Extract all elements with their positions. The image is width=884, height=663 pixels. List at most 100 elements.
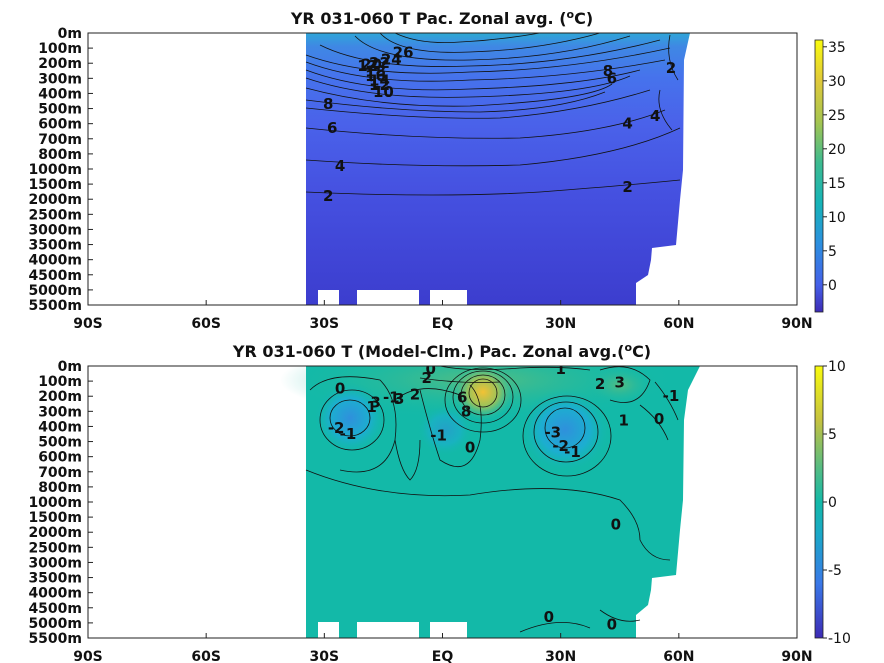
y-tick-label: 800m — [38, 480, 82, 496]
y-tick-label: 200m — [38, 56, 82, 72]
x-tick-label: EQ — [432, 649, 454, 663]
contour-label: 0 — [544, 608, 554, 626]
contour-label: 10 — [373, 83, 394, 101]
x-tick-label: 30S — [310, 316, 340, 332]
contour-label: 6 — [607, 69, 617, 87]
contour-label: -1 — [430, 427, 447, 445]
y-tick-label: 400m — [38, 419, 82, 435]
contour-label: 6 — [457, 389, 467, 407]
contour-label: -1 — [340, 425, 357, 443]
y-tick-label: 800m — [38, 147, 82, 163]
y-tick-label: 700m — [38, 132, 82, 148]
colorbar-tick-label: 30 — [828, 74, 846, 90]
y-tick-label: 100m — [38, 41, 82, 57]
contour-label: 0 — [335, 380, 345, 398]
y-tick-label: 1000m — [28, 162, 82, 178]
contour-label: 24 — [381, 50, 402, 68]
contour-label: 8 — [323, 95, 333, 113]
x-tick-label: 90N — [781, 316, 812, 332]
y-tick-label: 2000m — [28, 525, 82, 541]
colorbar-tick-label: 0 — [828, 495, 837, 511]
panel-2-contours — [305, 366, 679, 633]
contour-label: 1 — [618, 411, 628, 429]
x-tick-label: EQ — [432, 316, 454, 332]
x-tick-label: 90N — [781, 649, 812, 663]
y-tick-label: 600m — [38, 450, 82, 466]
y-tick-label: 1000m — [28, 495, 82, 511]
y-tick-label: 5000m — [28, 283, 82, 299]
panel-1-title: YR 031-060 T Pac. Zonal avg. (oC) — [290, 8, 593, 28]
contour-label: 1 — [555, 360, 565, 378]
contour-label: 2 — [595, 375, 605, 393]
y-tick-label: 3000m — [28, 555, 82, 571]
contour-label: -1 — [564, 443, 581, 461]
contour-label: 2 — [323, 187, 333, 205]
contour-label: 4 — [622, 115, 632, 133]
y-tick-label: 2000m — [28, 192, 82, 208]
x-tick-label: 60S — [191, 649, 221, 663]
contour-label: 14 — [369, 72, 390, 90]
colorbar-tick-label: -5 — [828, 563, 842, 579]
y-tick-label: 400m — [38, 86, 82, 102]
y-tick-label: 5500m — [28, 631, 82, 647]
colorbar-tick-label: 25 — [828, 108, 846, 124]
panel-1-warm-pool — [240, 33, 720, 123]
contour-label: -1 — [383, 389, 400, 407]
y-tick-label: 300m — [38, 71, 82, 87]
contour-label: 26 — [393, 44, 414, 62]
panel-2-topography-mask — [318, 622, 467, 638]
contour-label: 4 — [335, 157, 345, 175]
contour-label: 0 — [654, 410, 664, 428]
colorbar-tick-label: 20 — [828, 142, 846, 158]
x-tick-label: 90S — [73, 649, 103, 663]
y-tick-label: 1500m — [28, 510, 82, 526]
y-tick-label: 2500m — [28, 207, 82, 223]
contour-label: -1 — [663, 387, 680, 405]
contour-label: 8 — [603, 62, 613, 80]
y-tick-label: 200m — [38, 389, 82, 405]
y-tick-label: 4500m — [28, 601, 82, 617]
y-tick-label: 5000m — [28, 616, 82, 632]
contour-label: 1 — [366, 398, 376, 416]
contour-label: 4 — [650, 107, 660, 125]
panel-2-warm-anomaly-ne — [585, 366, 655, 405]
colorbar-tick-label: 35 — [828, 40, 846, 56]
contour-label: 22 — [369, 54, 390, 72]
x-tick-label: 30N — [545, 316, 576, 332]
contour-label: 0 — [425, 360, 435, 378]
y-tick-label: 600m — [38, 117, 82, 133]
panel-2-colorbar-ticks: 10 5 0 -5 -10 — [823, 359, 851, 647]
contour-label: 2 — [422, 369, 432, 387]
y-tick-label: 0m — [58, 26, 82, 42]
contour-label: 0 — [607, 615, 617, 633]
colorbar-tick-label: -10 — [828, 631, 851, 647]
y-tick-label: 300m — [38, 404, 82, 420]
contour-label: 6 — [327, 119, 337, 137]
y-tick-label: 5500m — [28, 298, 82, 314]
y-tick-label: 3000m — [28, 222, 82, 238]
y-tick-label: 3500m — [28, 571, 82, 587]
colorbar-tick-label: 10 — [828, 359, 846, 375]
y-tick-label: 0m — [58, 359, 82, 375]
contour-label: -2 — [552, 437, 569, 455]
y-tick-label: 3500m — [28, 238, 82, 254]
contour-label: 18 — [365, 63, 386, 81]
y-tick-label: 500m — [38, 435, 82, 451]
panel-2-cold-anomaly-south — [314, 382, 386, 454]
contour-label: 2 — [666, 59, 676, 77]
y-tick-label: 4000m — [28, 253, 82, 269]
contour-label: 2 — [410, 386, 420, 404]
panel-1: YR 031-060 T Pac. Zonal avg. (oC) — [28, 8, 846, 332]
contour-label: 3 — [394, 390, 404, 408]
panel-2: YR 031-060 T (Model-Clm.) Pac. Zonal avg… — [28, 341, 851, 663]
y-tick-label: 2500m — [28, 540, 82, 556]
y-tick-label: 1500m — [28, 177, 82, 193]
contour-label: 8 — [461, 402, 471, 420]
contour-label: -2 — [328, 419, 345, 437]
panel-2-cold-anomaly-north — [520, 388, 610, 472]
